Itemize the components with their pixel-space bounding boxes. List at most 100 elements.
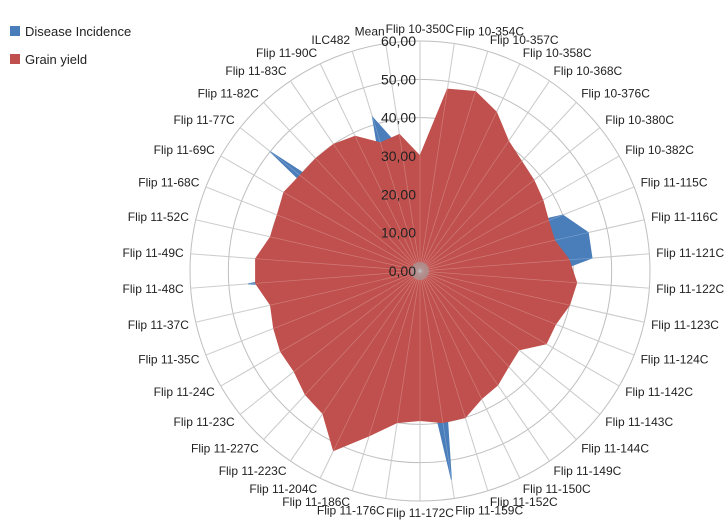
spoke-overlay-flip-11-121c <box>419 253 650 272</box>
spoke-overlay-flip-11-52c <box>195 219 421 272</box>
tick-label-1: 10,00 <box>381 225 416 241</box>
spoke-overlay-flip-11-227c <box>263 270 421 440</box>
spoke-overlay-flip-10-376c <box>419 102 577 272</box>
spoke-overlay-flip-11-143c <box>419 270 601 415</box>
category-label-flip-10-380c: Flip 10-380C <box>605 113 674 127</box>
category-label-flip-10-354c: Flip 10-354C <box>455 25 524 39</box>
spoke-overlay-flip-11-23c <box>239 270 421 415</box>
category-label-flip-11-144c: Flip 11-144C <box>581 441 649 455</box>
spoke-overlay-flip-10-382c <box>419 155 620 272</box>
spoke-overlay-flip-11-69c <box>220 155 421 272</box>
spoke-overlay-flip-10-368c <box>419 80 550 272</box>
tick-label-6: 60,00 <box>381 33 416 49</box>
legend-swatch-grain-yield <box>10 54 20 64</box>
category-label-flip-11-123c: Flip 11-123C <box>651 318 719 332</box>
spoke-overlay-flip-11-152c <box>419 270 489 491</box>
category-label-flip-11-116c: Flip 11-116C <box>651 210 718 224</box>
category-label-flip-10-368c: Flip 10-368C <box>554 64 623 78</box>
category-label-flip-10-382c: Flip 10-382C <box>625 143 694 157</box>
category-label-flip-11-152c: Flip 11-152C <box>490 495 558 509</box>
category-label-ilc482: ILC482 <box>311 33 350 47</box>
category-label-flip-11-124c: Flip 11-124C <box>641 352 709 366</box>
tick-label-0: 0,00 <box>389 263 416 279</box>
category-label-flip-11-121c: Flip 11-121C <box>656 246 724 260</box>
spoke-overlay-mean <box>385 43 421 272</box>
category-label-flip-11-23c: Flip 11-23C <box>174 415 235 429</box>
spoke-overlay-flip-11-48c <box>190 270 421 289</box>
tick-label-2: 20,00 <box>381 186 416 202</box>
legend-label-disease-incidence: Disease Incidence <box>25 23 132 39</box>
spoke-overlay-flip-11-90c <box>319 63 421 272</box>
category-label-flip-11-90c: Flip 11-90C <box>256 46 317 60</box>
category-label-flip-11-35c: Flip 11-35C <box>138 352 199 366</box>
radial-axis: 0,00 10,00 20,00 30,00 40,00 50,00 60,00 <box>381 33 416 279</box>
category-label-flip-11-223c: Flip 11-223C <box>219 464 287 478</box>
category-label-flip-11-204c: Flip 11-204C <box>249 482 317 496</box>
spoke-overlay-flip-11-223c <box>290 270 421 462</box>
spoke-overlay-flip-11-142c <box>419 270 620 387</box>
spoke-overlay-flip-11-150c <box>419 270 521 479</box>
category-label-flip-11-69c: Flip 11-69C <box>154 143 215 157</box>
category-label-flip-11-52c: Flip 11-52C <box>128 210 189 224</box>
legend-label-grain-yield: Grain yield <box>25 51 88 67</box>
category-label-flip-11-77c: Flip 11-77C <box>174 113 235 127</box>
spoke-overlay-flip-11-77c <box>239 127 421 272</box>
spoke-overlay-flip-11-204c <box>319 270 421 479</box>
spoke-overlay-flip-11-49c <box>190 253 421 272</box>
category-label-flip-11-176c: Flip 11-176C <box>317 503 385 517</box>
legend-item-disease-incidence: Disease Incidence <box>10 20 131 42</box>
spoke-overlay-flip-11-122c <box>419 270 650 289</box>
category-label-flip-11-149c: Flip 11-149C <box>554 464 622 478</box>
spoke-overlay-flip-11-159c <box>419 270 455 499</box>
spoke-overlay-ilc482 <box>351 51 421 272</box>
category-label-mean: Mean <box>355 25 385 39</box>
spoke-overlay-flip-11-116c <box>419 219 645 272</box>
category-label-flip-11-150c: Flip 11-150C <box>523 482 591 496</box>
category-label-flip-11-24c: Flip 11-24C <box>154 385 215 399</box>
spoke-overlay-flip-11-83c <box>290 80 421 272</box>
spoke-overlay-flip-10-358c <box>419 63 521 272</box>
category-label-flip-11-227c: Flip 11-227C <box>191 441 259 455</box>
spoke-overlay-flip-11-149c <box>419 270 550 462</box>
spoke-overlay-flip-10-380c <box>419 127 601 272</box>
category-label-flip-11-122c: Flip 11-122C <box>656 282 724 296</box>
category-label-flip-10-358c: Flip 10-358C <box>523 46 592 60</box>
spoke-overlay-flip-11-124c <box>419 270 635 356</box>
category-label-flip-11-159c: Flip 11-159C <box>455 503 523 517</box>
category-label-flip-11-49c: Flip 11-49C <box>123 246 184 260</box>
category-label-flip-11-48c: Flip 11-48C <box>123 282 184 296</box>
category-label-flip-11-37c: Flip 11-37C <box>128 318 189 332</box>
category-label-flip-11-142c: Flip 11-142C <box>625 385 693 399</box>
tick-label-5: 50,00 <box>381 71 416 87</box>
spoke-overlay-flip-11-24c <box>220 270 421 387</box>
legend: Disease Incidence Grain yield <box>10 20 131 76</box>
tick-label-4: 40,00 <box>381 110 416 126</box>
spoke-overlay-flip-11-68c <box>205 186 421 272</box>
spoke-overlay-flip-11-144c <box>419 270 577 440</box>
spoke-overlay-flip-11-176c <box>385 270 421 499</box>
tick-label-3: 30,00 <box>381 148 416 164</box>
category-label-flip-10-376c: Flip 10-376C <box>581 87 650 101</box>
spoke-overlay-flip-11-123c <box>419 270 645 323</box>
radar-series <box>190 41 650 501</box>
spoke-overlay-flip-11-82c <box>263 102 421 272</box>
spoke-overlay-flip-10-354c <box>419 43 455 272</box>
category-label-flip-10-350c: Flip 10-350C <box>386 22 455 36</box>
spoke-overlay-flip-11-186c <box>351 270 421 491</box>
category-label-flip-11-83c: Flip 11-83C <box>225 64 286 78</box>
spoke-overlay-flip-10-357c <box>419 51 489 272</box>
radar-center <box>411 262 429 280</box>
spoke-overlay-flip-11-115c <box>419 186 635 272</box>
category-label-flip-11-143c: Flip 11-143C <box>605 415 673 429</box>
category-label-flip-11-186c: Flip 11-186C <box>282 495 350 509</box>
spoke-overlay-flip-11-37c <box>195 270 421 323</box>
category-label-flip-10-357c: Flip 10-357C <box>490 33 559 47</box>
category-label-flip-11-82c: Flip 11-82C <box>198 87 259 101</box>
legend-item-grain-yield: Grain yield <box>10 48 131 70</box>
category-label-flip-11-172c: Flip 11-172C <box>386 506 454 520</box>
spoke-overlay-flip-11-35c <box>205 270 421 356</box>
category-label-flip-11-115c: Flip 11-115C <box>641 176 708 190</box>
category-label-flip-11-68c: Flip 11-68C <box>138 176 199 190</box>
